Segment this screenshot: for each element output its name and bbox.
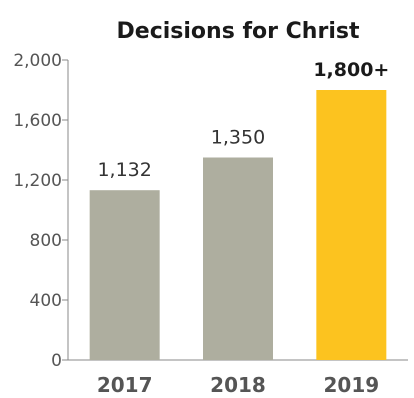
chart-title: Decisions for Christ (117, 19, 360, 44)
y-tick-label: 0 (51, 351, 62, 371)
x-tick-label-2017: 2017 (97, 373, 153, 397)
y-tick-label: 800 (30, 231, 62, 251)
data-label-2018: 1,350 (211, 127, 265, 149)
y-tick-label: 400 (30, 291, 62, 311)
y-tick-label: 2,000 (13, 51, 62, 71)
data-label-2019: 1,800+ (313, 59, 389, 81)
y-tick-label: 1,600 (13, 111, 62, 131)
y-tick-label: 1,200 (13, 171, 62, 191)
data-label-2017: 1,132 (97, 159, 151, 181)
data-labels: 1,132 1,350 1,800+ (97, 59, 389, 181)
y-axis-ticks: 0 400 800 1,200 1,600 2,000 (13, 51, 68, 371)
bar-2017 (89, 190, 160, 360)
x-tick-label-2018: 2018 (210, 373, 266, 397)
x-axis-ticks: 2017 2018 2019 (97, 373, 379, 397)
bar-2018 (203, 157, 273, 360)
bar-2019 (316, 90, 387, 360)
x-tick-label-2019: 2019 (323, 373, 379, 397)
bars (89, 90, 387, 360)
